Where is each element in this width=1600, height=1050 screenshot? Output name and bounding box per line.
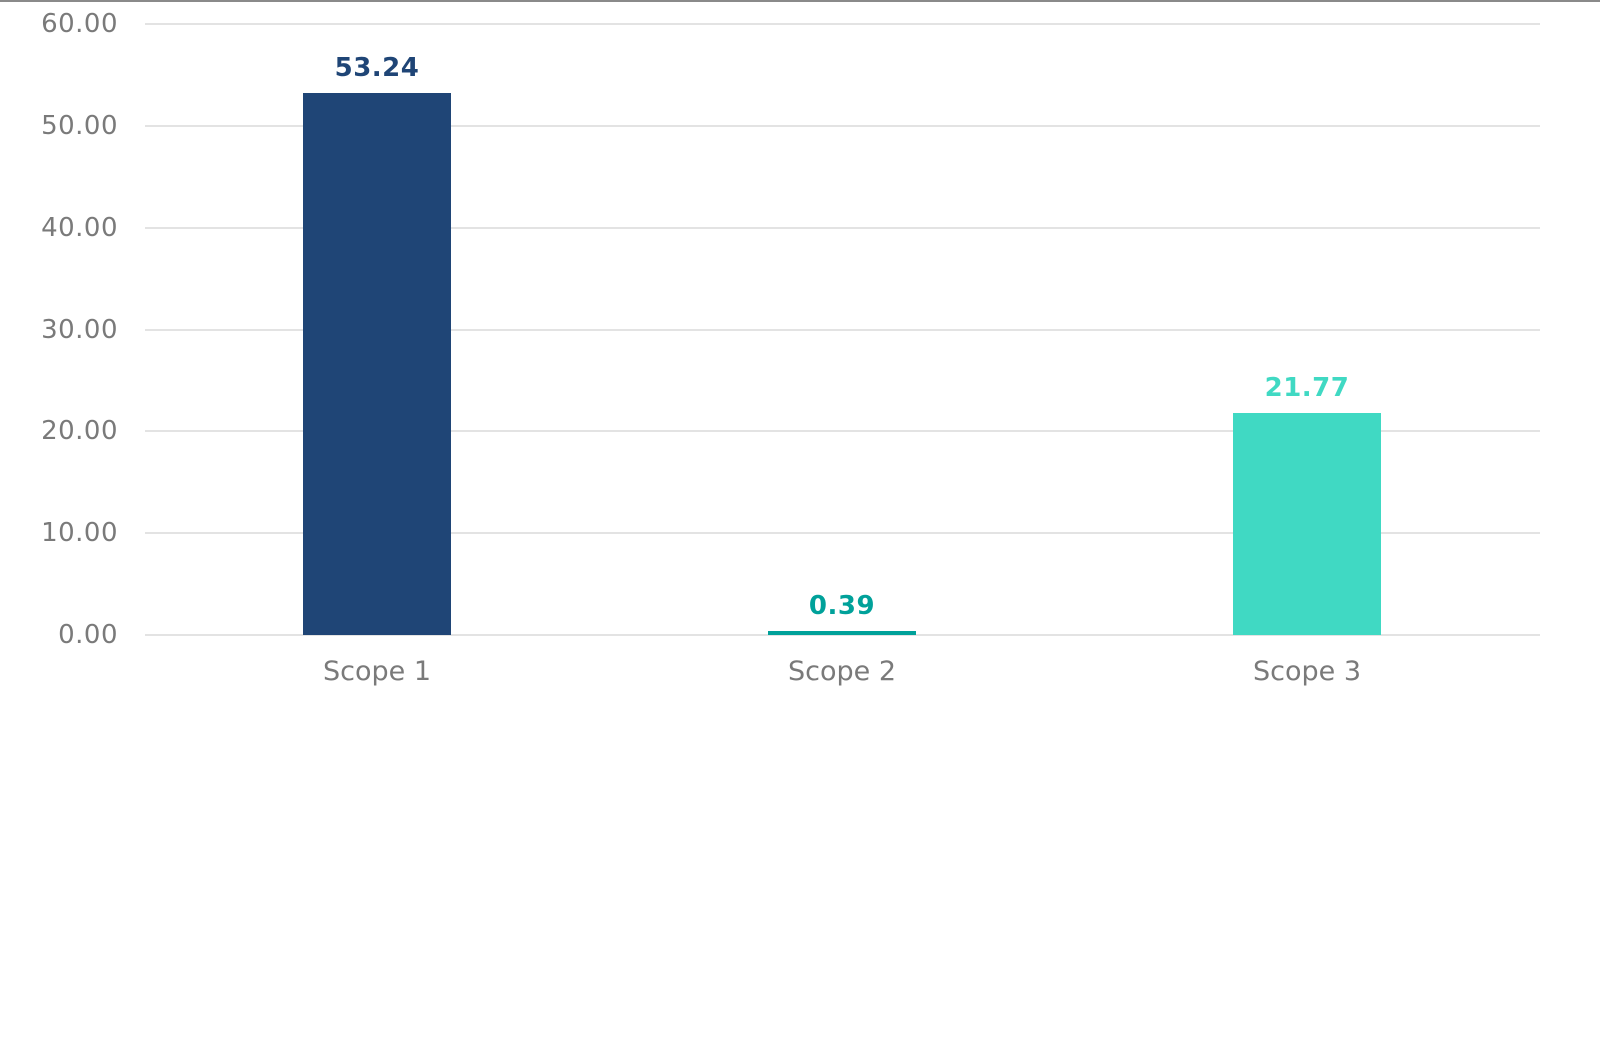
y-axis-tick-label: 20.00: [41, 416, 118, 447]
bar-value-label: 21.77: [1264, 373, 1350, 404]
gridline: [145, 23, 1540, 25]
x-axis-category-label: Scope 2: [787, 656, 896, 687]
gridline: [145, 532, 1540, 535]
bar-scope-3: [1233, 413, 1381, 635]
y-axis-tick-label: 0.00: [58, 620, 118, 650]
bar-scope-1: [303, 92, 451, 635]
x-axis-category-label: Scope 3: [1252, 656, 1361, 687]
gridline: [145, 226, 1540, 229]
bar-value-label: 53.24: [334, 52, 420, 83]
bar-value-label: 0.39: [808, 591, 876, 621]
top-border: [0, 0, 1600, 2]
bar-scope-2: [768, 631, 916, 635]
y-axis-tick-label: 40.00: [41, 212, 118, 243]
y-axis-tick-label: 60.00: [41, 9, 118, 39]
gridline: [145, 124, 1540, 127]
gridline: [145, 328, 1540, 331]
y-axis-tick-label: 30.00: [41, 314, 118, 345]
gridline: [145, 634, 1540, 636]
y-axis-tick-label: 50.00: [41, 110, 118, 141]
x-axis-category-label: Scope 1: [322, 656, 431, 687]
gridline: [145, 430, 1540, 433]
y-axis-tick-label: 10.00: [41, 518, 118, 549]
